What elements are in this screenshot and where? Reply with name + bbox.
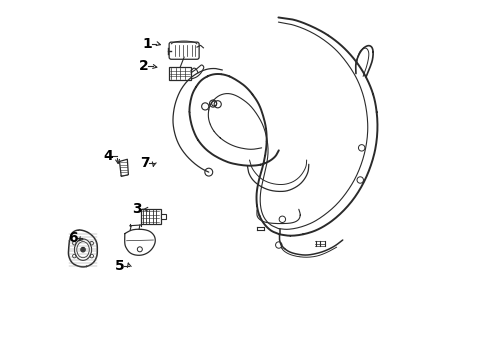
Bar: [169, 67, 190, 80]
Circle shape: [81, 248, 85, 252]
Text: 2: 2: [139, 59, 148, 73]
Ellipse shape: [77, 242, 89, 258]
Text: 7: 7: [140, 156, 150, 170]
Text: 3: 3: [132, 202, 141, 216]
FancyBboxPatch shape: [169, 42, 199, 59]
Ellipse shape: [74, 239, 91, 260]
Bar: [141, 208, 160, 224]
Text: 6: 6: [68, 231, 78, 245]
Text: 1: 1: [142, 37, 152, 50]
Text: 5: 5: [115, 260, 125, 274]
Bar: [160, 214, 165, 219]
Text: 4: 4: [103, 149, 113, 163]
